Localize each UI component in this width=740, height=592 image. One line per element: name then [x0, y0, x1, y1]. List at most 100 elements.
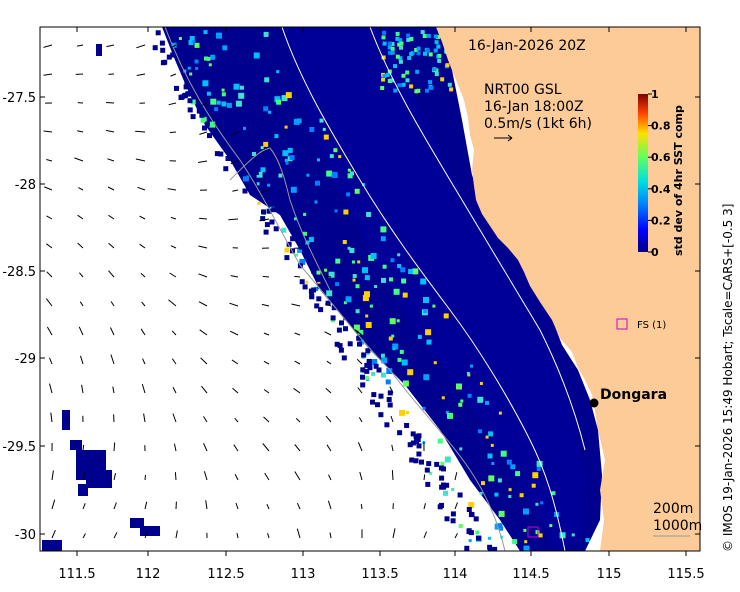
sst-speckle: [274, 96, 281, 103]
current-vector: [234, 417, 239, 423]
sst-speckle: [239, 85, 244, 90]
sst-speckle: [468, 502, 475, 508]
sst-speckle: [190, 99, 196, 105]
sst-speckle: [500, 450, 507, 457]
y-tick-label: -28: [15, 178, 36, 193]
sst-edge-cell: [261, 209, 266, 215]
current-vector: [45, 298, 53, 307]
sst-edge-cell: [174, 85, 179, 91]
sst-edge-cell: [364, 368, 370, 374]
sst-speckle: [285, 161, 289, 165]
sst-speckle: [178, 37, 182, 40]
sst-edge-cell: [378, 412, 384, 418]
current-vector: [236, 532, 239, 539]
sst-speckle: [459, 447, 463, 451]
sst-speckle: [426, 339, 432, 345]
sst-speckle: [364, 375, 369, 380]
sst-speckle: [253, 52, 260, 59]
current-vector: [107, 186, 115, 191]
sst-speckle: [445, 63, 450, 68]
sst-speckle: [488, 536, 491, 540]
current-vector: [296, 528, 301, 539]
sst-speckle: [491, 462, 495, 465]
current-vector: [108, 242, 115, 249]
sst-speckle: [416, 46, 421, 51]
sst-speckle: [364, 291, 370, 298]
y-tick-label: -27.5: [2, 91, 36, 106]
timestamp-label: 16-Jan-2026 20Z: [468, 38, 586, 54]
sst-speckle: [189, 72, 193, 76]
sst-speckle: [347, 173, 353, 179]
sst-speckle: [402, 380, 409, 387]
sst-speckle: [444, 456, 451, 463]
sst-edge-cell: [416, 433, 422, 439]
sst-speckle: [412, 268, 419, 275]
sst-speckle: [366, 212, 372, 217]
sst-speckle: [397, 42, 402, 47]
sst-speckle: [479, 491, 483, 495]
sst-speckle: [406, 37, 411, 42]
sst-speckle: [352, 274, 357, 278]
sst-speckle: [460, 399, 464, 403]
current-vector: [294, 275, 301, 278]
sst-speckle: [428, 52, 433, 57]
sst-speckle: [222, 45, 228, 51]
x-tick-label: 114.5: [512, 567, 549, 582]
sst-edge-cell: [152, 45, 158, 51]
sst-speckle: [423, 51, 427, 56]
sst-speckle: [355, 284, 360, 289]
current-vector: [391, 444, 394, 452]
sst-speckle: [393, 64, 397, 69]
sst-speckle: [485, 400, 489, 405]
current-vector: [113, 532, 118, 539]
sst-edge-cell: [290, 236, 296, 242]
sst-speckle: [425, 329, 432, 336]
sst-speckle: [189, 36, 195, 41]
current-vector: [140, 272, 146, 278]
sst-speckle: [350, 171, 354, 176]
current-vector: [113, 502, 117, 510]
sst-speckle: [353, 324, 360, 331]
sst-edge-cell: [263, 229, 269, 235]
sst-speckle: [512, 539, 518, 545]
sst-edge-cell: [365, 348, 371, 354]
sst-edge-cell: [415, 437, 421, 442]
sst-speckle: [399, 409, 406, 416]
current-vector: [203, 416, 208, 423]
current-vector: [231, 131, 239, 136]
sst-edge-cell: [266, 200, 272, 206]
current-vector: [169, 131, 177, 134]
sst-speckle: [417, 334, 422, 339]
sst-speckle: [382, 264, 387, 269]
sst-speckle: [397, 83, 402, 88]
sst-edge-cell: [370, 399, 375, 405]
sst-speckle: [401, 73, 406, 78]
sst-speckle: [347, 168, 351, 172]
current-vector: [105, 102, 115, 104]
sst-speckle: [429, 471, 433, 475]
sst-speckle: [264, 77, 270, 83]
current-vector: [233, 444, 239, 452]
sst-speckle: [523, 528, 527, 532]
current-vector: [43, 73, 53, 76]
sst-edge-cell: [236, 164, 242, 170]
sst-speckle: [487, 453, 493, 459]
sst-speckle: [540, 501, 544, 505]
sst-speckle: [488, 475, 495, 482]
sst-edge-cell: [347, 341, 353, 347]
sst-speckle: [333, 148, 338, 153]
current-vector: [263, 389, 270, 394]
sst-speckle: [365, 314, 369, 318]
sst-speckle: [441, 396, 445, 400]
current-vector: [82, 444, 85, 452]
sst-speckle: [364, 275, 370, 281]
contour-legend-200m: 200m: [653, 501, 693, 517]
sst-edge-cell: [308, 288, 314, 294]
x-tick-label: 113.5: [361, 567, 398, 582]
sst-speckle: [380, 86, 385, 90]
sst-speckle: [381, 35, 386, 40]
sst-speckle: [515, 471, 521, 477]
sst-edge-cell: [214, 151, 220, 157]
sst-edge-cell: [356, 335, 362, 341]
sst-edge-cell: [473, 516, 479, 522]
